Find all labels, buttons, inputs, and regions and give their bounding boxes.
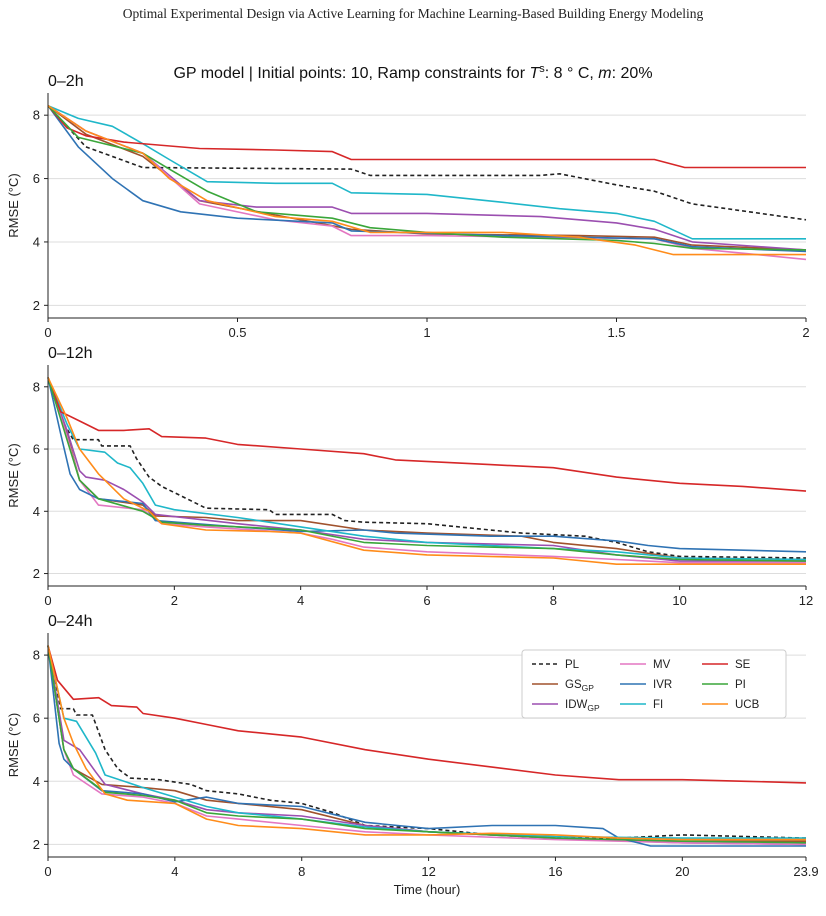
chart-legend: PL GSGP IDWGP MV IVR FI SE PI UCB: [521, 649, 787, 719]
legend-label-pl: PL: [565, 659, 580, 671]
suptitle-mid: : 8 ° C,: [545, 65, 599, 82]
series-line-idw: [47, 105, 807, 251]
series-line-pi: [47, 377, 807, 562]
suptitle-superscript: s: [539, 63, 545, 75]
y-tick-label: 8: [33, 108, 40, 123]
legend-label-gs: GSGP: [565, 679, 594, 693]
legend-label-idw: IDWGP: [565, 699, 600, 713]
legend-label-pi: PI: [735, 679, 746, 691]
series-line-ivr: [47, 105, 807, 253]
series-line-se: [47, 105, 806, 169]
figure-suptitle: GP model | Initial points: 10, Ramp cons…: [173, 63, 652, 82]
series-line-gs: [47, 105, 807, 251]
x-tick-label: 0: [44, 864, 51, 879]
y-tick-label: 4: [33, 774, 40, 789]
series-line-pi: [47, 645, 807, 844]
x-tick-label: 0: [44, 325, 51, 340]
series-line-se: [47, 645, 807, 784]
y-tick-label: 4: [33, 504, 40, 519]
legend-label-ucb: UCB: [735, 699, 760, 711]
y-tick-label: 8: [33, 648, 40, 663]
y-tick-label: 8: [33, 379, 40, 394]
chart-panel-3: 2 4 6 8 0 4 8 12 16 20 23.9 0–24h RMSE (°C) Time (hou…: [6, 613, 819, 897]
suptitle-main: GP model | Initial points: 10, Ramp cons…: [173, 65, 529, 82]
suptitle-end: : 20%: [612, 65, 653, 82]
series-line-se: [47, 377, 807, 492]
y-tick-label: 2: [33, 298, 40, 313]
x-tick-label: 0: [44, 593, 51, 608]
y-tick-label: 6: [33, 711, 40, 726]
y-tick-label: 6: [33, 171, 40, 186]
panel-title: 0–12h: [48, 345, 93, 362]
series-line-fi: [47, 645, 806, 839]
x-tick-label: 23.9: [793, 864, 818, 879]
y-axis-label: RMSE (°C): [6, 173, 21, 237]
series-line-ucb: [47, 377, 806, 565]
x-tick-label: 4: [297, 593, 304, 608]
x-tick-label: 1.5: [607, 325, 625, 340]
series-line-pi: [47, 105, 807, 251]
series-line-ivr: [47, 377, 807, 553]
x-tick-label: 6: [423, 593, 430, 608]
series-line-gs: [47, 377, 807, 561]
x-tick-label: 12: [799, 593, 813, 608]
legend-label-mv: MV: [653, 659, 671, 671]
series-line-ucb: [47, 645, 806, 841]
y-tick-label: 6: [33, 442, 40, 457]
x-tick-label: 2: [802, 325, 809, 340]
panel-title: 0–24h: [48, 613, 93, 630]
page-header: Optimal Experimental Design via Active L…: [122, 6, 704, 21]
series-group: [47, 377, 807, 565]
y-tick-label: 2: [33, 837, 40, 852]
series-group: [47, 104, 807, 261]
x-axis-label: Time (hour): [394, 882, 461, 897]
series-line-mv: [47, 105, 807, 261]
legend-label-fi: FI: [653, 699, 663, 711]
x-tick-label: 2: [171, 593, 178, 608]
x-tick-label: 10: [672, 593, 686, 608]
y-axis-label: RMSE (°C): [6, 713, 21, 777]
x-tick-label: 1: [423, 325, 430, 340]
x-tick-label: 4: [171, 864, 178, 879]
x-tick-label: 8: [298, 864, 305, 879]
series-line-ucb: [47, 105, 806, 256]
series-line-pl: [47, 377, 807, 559]
x-tick-label: 0.5: [228, 325, 246, 340]
legend-label-se: SE: [735, 659, 751, 671]
y-tick-label: 2: [33, 566, 40, 581]
legend-label-ivr: IVR: [653, 679, 672, 691]
x-tick-label: 12: [421, 864, 435, 879]
y-tick-label: 4: [33, 234, 40, 249]
x-tick-label: 20: [675, 864, 689, 879]
legend-frame: [521, 649, 787, 719]
y-axis-label: RMSE (°C): [6, 443, 21, 507]
series-line-fi: [47, 104, 806, 240]
series-line-fi: [47, 377, 807, 561]
series-line-mv: [47, 645, 807, 846]
suptitle-mdot: m: [598, 65, 611, 82]
x-tick-label: 16: [548, 864, 562, 879]
suptitle-symbol: T: [529, 65, 540, 82]
series-group: [47, 645, 807, 847]
series-line-pl: [47, 105, 807, 221]
panel-title: 0–2h: [48, 73, 84, 90]
x-tick-label: 8: [550, 593, 557, 608]
chart-panel-1: 2 4 6 8 0 0.5 1 1.5 2 0–2h RMSE (°C): [6, 73, 810, 340]
